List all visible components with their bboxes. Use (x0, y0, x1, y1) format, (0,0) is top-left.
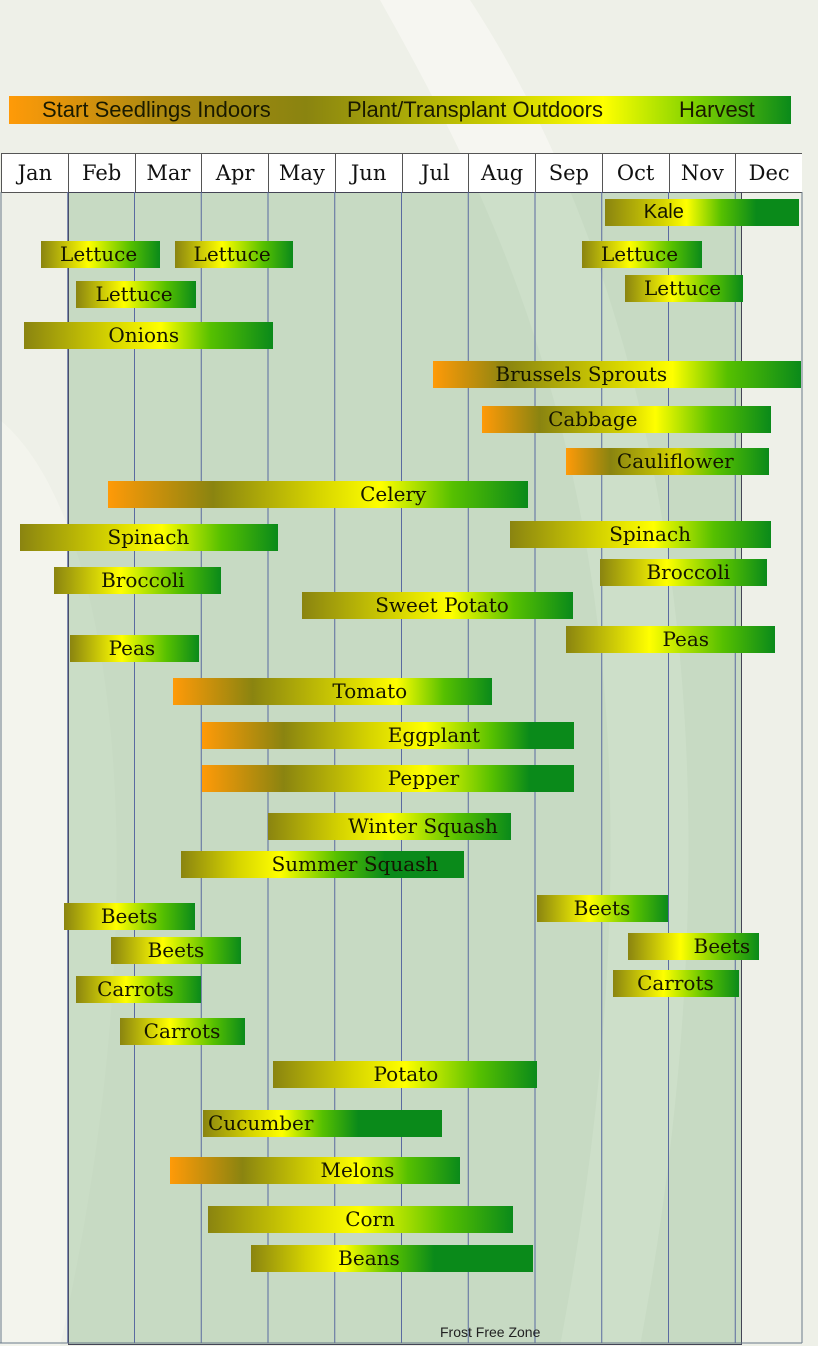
crop-label: Beets (693, 934, 751, 958)
crop-label: Lettuce (644, 276, 722, 300)
crop-bar-cucumber: Cucumber (203, 1110, 442, 1137)
month-label-apr: Apr (201, 154, 268, 192)
crop-label: Onions (108, 323, 180, 347)
crop-bar-melons: Melons (169, 1157, 460, 1184)
crop-bar-celery: Celery (107, 481, 529, 508)
crop-bar-onions: Onions (23, 322, 273, 349)
crop-label: Lettuce (193, 242, 271, 266)
crop-bar-peas: Peas (566, 626, 776, 653)
crop-label: Cucumber (208, 1111, 314, 1135)
crop-label: Winter Squash (348, 814, 498, 838)
crop-bar-broccoli: Broccoli (54, 567, 222, 594)
crop-bar-brussels-sprouts: Brussels Sprouts (432, 361, 801, 388)
crop-bar-winter-squash: Winter Squash (268, 813, 511, 840)
crop-label: Lettuce (95, 282, 173, 306)
crop-bar-lettuce: Lettuce (625, 275, 744, 302)
crop-bar-kale: Kale (605, 199, 799, 226)
crop-bar-carrots: Carrots (75, 976, 202, 1003)
crop-bar-lettuce: Lettuce (581, 241, 702, 268)
month-label-jul: Jul (401, 154, 469, 192)
crop-bar-cauliflower: Cauliflower (566, 448, 769, 475)
crop-label: Peas (108, 636, 156, 660)
crop-bar-pepper: Pepper (201, 765, 574, 792)
crop-label: Lettuce (60, 242, 138, 266)
month-label-nov: Nov (668, 154, 736, 192)
legend-start-label: Start Seedlings Indoors (42, 97, 271, 122)
crop-label: Pepper (387, 766, 460, 790)
crop-bar-beets: Beets (628, 933, 759, 960)
crop-label: Beans (338, 1246, 400, 1270)
crop-label: Carrots (637, 971, 714, 995)
crop-label: Beets (573, 896, 631, 920)
month-label-dec: Dec (735, 154, 802, 192)
crop-label: Eggplant (387, 723, 481, 747)
crop-label: Celery (360, 482, 427, 506)
crop-bar-lettuce: Lettuce (41, 241, 160, 268)
crop-label: Tomato (332, 679, 408, 703)
legend-plant-label: Plant/Transplant Outdoors (347, 97, 603, 122)
crop-label: Kale (643, 201, 684, 223)
crop-bar-broccoli: Broccoli (599, 559, 767, 586)
crop-label: Beets (147, 938, 205, 962)
month-label-jun: Jun (334, 154, 402, 192)
month-label-oct: Oct (601, 154, 669, 192)
month-label-sep: Sep (535, 154, 602, 192)
month-label-feb: Feb (67, 154, 135, 192)
crop-bar-spinach: Spinach (19, 524, 278, 551)
crop-label: Lettuce (600, 242, 679, 266)
crop-bar-carrots: Carrots (613, 970, 740, 997)
crop-bar-beans: Beans (250, 1245, 533, 1272)
crop-label: Carrots (143, 1019, 221, 1043)
crop-label: Sweet Potato (375, 593, 509, 617)
crop-label: Peas (662, 627, 710, 651)
crop-bar-lettuce: Lettuce (174, 241, 294, 268)
crop-bar-tomato: Tomato (172, 678, 493, 705)
crop-bar-summer-squash: Summer Squash (181, 851, 464, 878)
crop-bar-beets: Beets (64, 903, 195, 930)
crop-label: Brussels Sprouts (495, 362, 668, 386)
crop-bar-corn: Corn (207, 1206, 513, 1233)
crop-label: Spinach (609, 522, 692, 546)
crop-bar-beets: Beets (537, 895, 668, 922)
crop-bar-beets: Beets (111, 937, 242, 964)
month-header-row: Jan Feb Mar Apr May Jun Jul Aug Sep Oct Nov Dec (1, 153, 802, 193)
crop-bar-peas: Peas (69, 635, 200, 662)
crop-label: Beets (100, 904, 158, 928)
crop-label: Melons (320, 1158, 395, 1182)
crop-label: Cabbage (548, 407, 638, 431)
crop-label: Spinach (107, 525, 190, 549)
month-label-aug: Aug (468, 154, 535, 192)
crop-bar-eggplant: Eggplant (201, 722, 574, 749)
legend-harvest-label: Harvest (679, 97, 755, 122)
month-label-jan: Jan (1, 154, 68, 192)
month-label-may: May (268, 154, 335, 192)
legend-bar: Start Seedlings Indoors Plant/Transplant… (9, 96, 791, 124)
crop-bar-cabbage: Cabbage (481, 406, 771, 433)
crop-label: Summer Squash (271, 852, 439, 876)
crop-label: Broccoli (646, 560, 730, 584)
crop-bar-lettuce: Lettuce (76, 281, 196, 308)
crop-bar-potato: Potato (273, 1061, 537, 1088)
frost-free-zone-label: Frost Free Zone (440, 1324, 541, 1340)
crop-label: Carrots (97, 977, 174, 1001)
crop-bar-spinach: Spinach (510, 521, 771, 548)
crop-bar-sweet-potato: Sweet Potato (302, 592, 574, 619)
crop-label: Broccoli (101, 568, 185, 592)
month-label-mar: Mar (134, 154, 202, 192)
crop-bar-carrots: Carrots (119, 1018, 246, 1045)
crop-label: Corn (345, 1207, 395, 1231)
crop-label: Cauliflower (616, 449, 734, 473)
crop-label: Potato (373, 1062, 439, 1086)
